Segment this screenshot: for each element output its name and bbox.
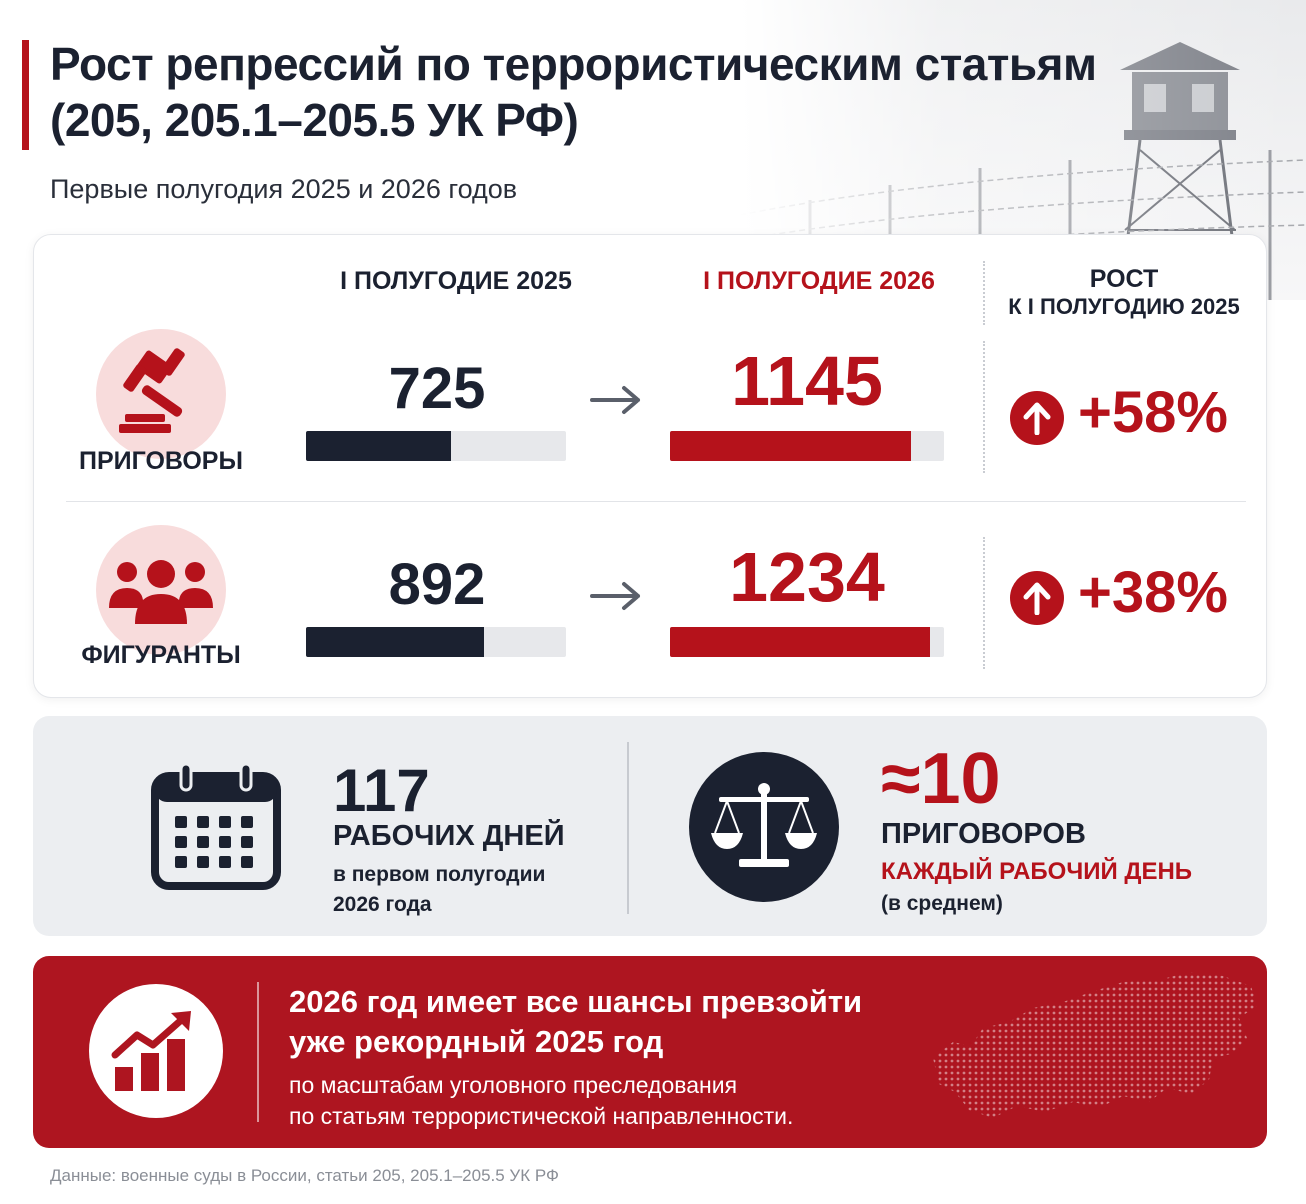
bar-track-2026-defendants (670, 627, 944, 657)
bar-2025-sentences (306, 431, 451, 461)
daily-sentences-note: (в среднем) (881, 892, 1003, 915)
growth-chart-icon (89, 984, 223, 1118)
banner-headline: 2026 год имеет все шансы превзойти уже р… (289, 982, 862, 1062)
banner-subtext: по масштабам уголовного преследования по… (289, 1070, 793, 1132)
conclusion-banner: 2026 год имеет все шансы превзойти уже р… (33, 956, 1267, 1148)
column-divider-row-2 (983, 537, 985, 669)
daily-sentences-emphasis: КАЖДЫЙ РАБОЧИЙ ДЕНЬ (881, 858, 1193, 885)
arrow-up-icon (1010, 571, 1064, 625)
scales-icon (689, 752, 839, 902)
value-2026-defendants: 1234 (729, 538, 885, 616)
table-row-defendants: ФИГУРАНТЫ 892 1234 +38% (34, 521, 1266, 711)
stats-panel: 117 РАБОЧИХ ДНЕЙ в первом полугодии 2026… (33, 716, 1267, 936)
bar-track-2025-sentences (306, 431, 566, 461)
table-row-sentences: ПРИГОВОРЫ 725 1145 +58% (34, 325, 1266, 515)
value-2026-sentences: 1145 (731, 342, 883, 420)
workdays-unit: РАБОЧИХ ДНЕЙ (333, 820, 565, 852)
column-header-2025: I ПОЛУГОДИЕ 2025 (340, 267, 572, 295)
arrow-right-icon (590, 386, 640, 414)
workdays-note: в первом полугодии 2026 года (333, 860, 545, 920)
column-divider-row-1 (983, 341, 985, 473)
daily-sentences-unit: ПРИГОВОРОВ (881, 818, 1086, 850)
value-2025-defendants: 892 (388, 552, 486, 617)
page-title: Рост репрессий по террористическим стать… (50, 36, 1110, 148)
banner-divider (257, 982, 259, 1122)
bar-2026-defendants (670, 627, 930, 657)
daily-sentences-number: ≈10 (881, 739, 1001, 819)
banner-headline-line-1: 2026 год имеет все шансы превзойти (289, 984, 863, 1019)
banner-subtext-line-2: по статьям террористической направленнос… (289, 1103, 794, 1129)
column-divider-top (983, 261, 985, 325)
title-accent-bar (22, 40, 29, 150)
gavel-icon (96, 329, 226, 459)
calendar-icon (151, 762, 281, 890)
bar-track-2025-defendants (306, 627, 566, 657)
arrow-right-icon (590, 582, 640, 610)
growth-header-line-1: РОСТ (1089, 265, 1159, 293)
stats-divider (627, 742, 629, 914)
growth-value-sentences: +58% (1078, 380, 1228, 445)
row-label-defendants: ФИГУРАНТЫ (81, 641, 241, 669)
source-note: Данные: военные суды в России, статьи 20… (50, 1166, 559, 1185)
bar-2026-sentences (670, 431, 911, 461)
comparison-card: I ПОЛУГОДИЕ 2025 I ПОЛУГОДИЕ 2026 РОСТ К… (33, 234, 1267, 698)
value-2025-sentences: 725 (388, 356, 486, 421)
bar-2025-defendants (306, 627, 484, 657)
banner-headline-line-2: уже рекордный 2025 год (289, 1024, 664, 1059)
column-header-growth: РОСТ К I ПОЛУГОДИЮ 2025 (989, 265, 1259, 321)
growth-header-line-2: К I ПОЛУГОДИЮ 2025 (1008, 294, 1240, 319)
row-label-sentences: ПРИГОВОРЫ (79, 447, 243, 475)
arrow-up-icon (1010, 391, 1064, 445)
page-subtitle: Первые полугодия 2025 и 2026 годов (50, 174, 518, 204)
people-icon (96, 525, 226, 655)
workdays-number: 117 (333, 757, 430, 824)
bar-track-2026-sentences (670, 431, 944, 461)
growth-value-defendants: +38% (1078, 560, 1228, 625)
title-line-1: Рост репрессий по террористическим стать… (50, 38, 1097, 90)
column-header-2026: I ПОЛУГОДИЕ 2026 (703, 267, 935, 295)
russia-map-icon (933, 972, 1257, 1118)
workdays-note-line-1: в первом полугодии (333, 863, 546, 886)
row-divider (66, 501, 1246, 502)
banner-subtext-line-1: по масштабам уголовного преследования (289, 1072, 738, 1098)
workdays-note-line-2: 2026 года (333, 893, 432, 916)
title-line-2: (205, 205.1–205.5 УК РФ) (50, 94, 579, 146)
